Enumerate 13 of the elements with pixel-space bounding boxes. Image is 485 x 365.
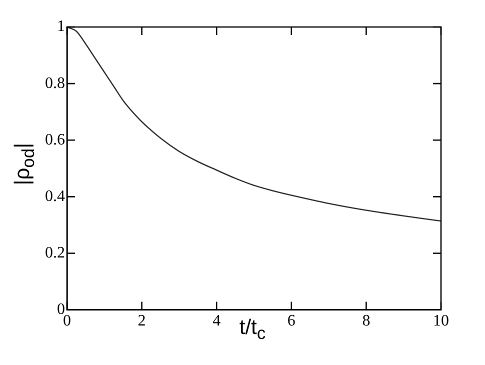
y-tick-label: 0.6 [45, 131, 65, 148]
x-tick-label: 6 [287, 312, 296, 330]
y-tick-label: 1 [57, 18, 65, 36]
y-tick-label: 0.2 [45, 244, 65, 262]
line-series [67, 27, 441, 222]
y-tick-label: 0.8 [45, 74, 65, 92]
y-tick-label: 0 [57, 301, 65, 318]
y-tick-label: 0.4 [45, 188, 65, 205]
x-tick-label: 2 [138, 312, 146, 330]
x-tick-label: 4 [212, 312, 221, 330]
x-tick-label: 10 [433, 312, 449, 330]
x-axis-title: t/t$_{c}$ [239, 316, 266, 344]
x-tick-label: 8 [362, 312, 370, 330]
